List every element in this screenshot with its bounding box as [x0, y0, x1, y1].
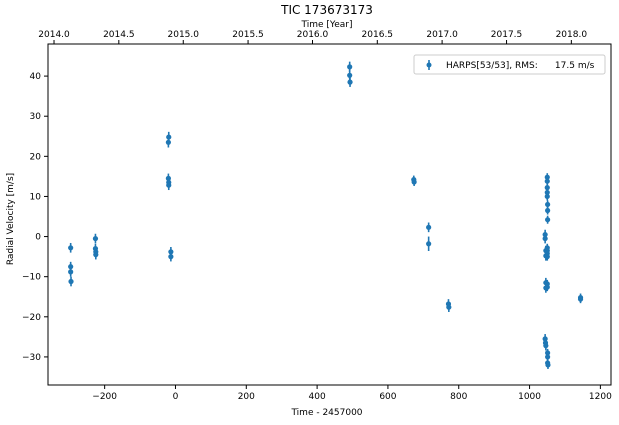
- x-axis-label: Time - 2457000: [290, 408, 362, 418]
- data-point: [544, 193, 550, 200]
- data-point: [426, 224, 432, 230]
- data-point: [544, 189, 550, 196]
- top-tick-label: 2016.5: [362, 30, 394, 40]
- top-tick-label: 2014.5: [103, 30, 135, 40]
- data-point: [545, 354, 551, 360]
- data-point: [426, 241, 432, 247]
- plot-frame: [47, 43, 612, 386]
- x-tick-label: 0: [173, 392, 179, 402]
- x-tick-label: 1000: [518, 392, 541, 402]
- top-tick-label: 2017.5: [491, 30, 523, 40]
- bottom-axis-ticks: −200 0 200 400 600 800 1000 1200: [92, 385, 612, 402]
- data-point: [166, 182, 172, 188]
- data-point: [544, 284, 550, 290]
- top-tick-label: 2015.5: [232, 30, 264, 40]
- x-tick-label: 200: [238, 392, 255, 402]
- left-axis-ticks: −30 −20 −10 0 10 20 30 40: [22, 72, 48, 363]
- data-point: [577, 296, 584, 302]
- data-point: [68, 278, 74, 285]
- data-point: [411, 179, 417, 185]
- y-tick-label: −30: [22, 353, 41, 363]
- data-point: [544, 254, 550, 260]
- data-point: [68, 245, 74, 251]
- top-axis-ticks: 2014.0 2014.5 2015.0 2015.5 2016.0 2016.5 2017…: [38, 30, 587, 44]
- x-tick-label: −200: [92, 392, 117, 402]
- top-tick-label: 2015.0: [168, 30, 200, 40]
- data-point: [92, 235, 99, 242]
- data-point: [545, 201, 551, 208]
- data-point: [545, 207, 551, 214]
- data-points: [68, 61, 584, 369]
- y-tick-label: 10: [30, 192, 42, 202]
- top-tick-label: 2016.0: [297, 30, 329, 40]
- data-point: [545, 362, 551, 368]
- y-tick-label: 0: [35, 233, 41, 243]
- legend-marker: [426, 62, 432, 68]
- y-tick-label: 20: [30, 152, 42, 162]
- top-tick-label: 2014.0: [38, 30, 70, 40]
- data-point: [542, 235, 548, 242]
- y-axis-label: Radial Velocity [m/s]: [6, 173, 16, 265]
- data-point: [446, 304, 452, 310]
- chart-title: TIC 173673173: [280, 3, 373, 17]
- data-point: [68, 264, 74, 270]
- y-tick-label: 40: [30, 72, 42, 82]
- x-tick-label: 400: [309, 392, 326, 402]
- x-tick-label: 600: [379, 392, 396, 402]
- y-tick-label: −10: [22, 273, 41, 283]
- data-point: [347, 79, 353, 85]
- data-point: [545, 217, 551, 223]
- x-tick-label: 1200: [589, 392, 612, 402]
- data-point: [347, 64, 353, 70]
- x-tick-label: 800: [450, 392, 467, 402]
- top-axis-label: Time [Year]: [301, 20, 353, 30]
- top-tick-label: 2018.0: [556, 30, 588, 40]
- data-point: [168, 254, 174, 260]
- top-tick-label: 2017.0: [426, 30, 458, 40]
- data-point: [543, 343, 549, 349]
- data-point: [166, 134, 172, 140]
- data-point: [347, 72, 353, 78]
- y-tick-label: 30: [30, 112, 42, 122]
- data-point: [68, 269, 74, 275]
- data-point: [544, 185, 550, 191]
- data-point: [544, 178, 550, 184]
- legend-entry-harps: HARPS[53/53], RMS: 17.5 m/s: [446, 61, 595, 71]
- legend-box: [413, 54, 606, 75]
- legend: HARPS[53/53], RMS: 17.5 m/s: [413, 54, 606, 75]
- y-tick-label: −20: [22, 313, 41, 323]
- data-point: [93, 252, 99, 258]
